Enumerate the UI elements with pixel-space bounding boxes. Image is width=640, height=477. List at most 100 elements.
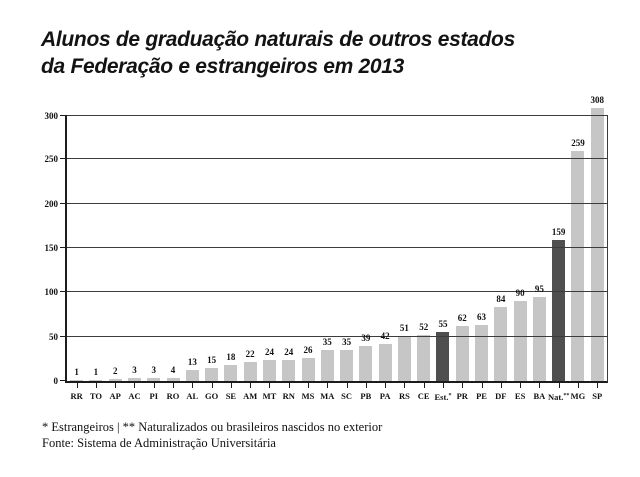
bar-MT: [262, 359, 276, 381]
y-axis-tick: [60, 335, 65, 337]
bar-value-label: 1: [93, 367, 99, 378]
y-tick-label: 0: [53, 376, 59, 386]
y-tick-label: 50: [49, 331, 58, 342]
bar-RO: [166, 377, 180, 381]
bar-RR: [70, 380, 84, 381]
x-axis-tick: [423, 383, 425, 388]
y-axis-tick: [60, 380, 65, 381]
bar-value-label: 35: [322, 337, 332, 347]
bar-value-label: 42: [380, 330, 390, 341]
x-tick-label: ES: [514, 391, 526, 401]
bar-group: 15 GO: [202, 115, 221, 400]
bar-value-label: 24: [264, 346, 274, 357]
x-tick-label: DF: [495, 391, 507, 401]
bar-PI: [147, 378, 161, 381]
x-axis-tick: [597, 383, 599, 388]
x-axis-tick: [153, 383, 155, 388]
bar-group: 2 AP: [106, 115, 125, 401]
bar-group: 22 AM: [241, 115, 260, 401]
bar-value-label: 39: [361, 333, 371, 344]
x-tick-label: AM: [243, 391, 258, 401]
x-axis-tick: [539, 383, 541, 388]
chart-title-line1: Alunos de graduação naturais de outros e…: [41, 28, 515, 51]
bar-PE: [475, 325, 489, 381]
bar-DF: [494, 306, 508, 381]
bar-value-label: 55: [438, 319, 448, 330]
bar-group: 95 BA: [530, 115, 549, 401]
bar-group: 24 MT: [260, 115, 279, 400]
bar-group: 1 RR: [67, 115, 86, 401]
y-tick-label: 150: [44, 243, 59, 253]
x-tick-label: SC: [341, 391, 353, 401]
x-tick-label: MA: [320, 391, 335, 401]
bar-value-label: 2: [112, 366, 118, 377]
x-tick-label: PE: [476, 391, 487, 401]
x-tick-label: SP: [592, 391, 603, 401]
bar-group: 26 MS: [298, 115, 317, 401]
chart-title-line2: da Federação e estrangeiros em 2013: [41, 55, 405, 78]
x-axis-tick: [404, 383, 406, 388]
x-tick-label: PR: [456, 391, 468, 401]
x-axis-tick: [269, 383, 271, 388]
bar-MS: [301, 357, 315, 381]
bar-RS: [397, 335, 411, 381]
x-tick-label: AC: [128, 391, 141, 401]
bar-MA: [320, 350, 334, 381]
x-tick-label: AP: [109, 391, 121, 401]
y-tick-label: 200: [44, 198, 59, 209]
bar-value-label: 22: [245, 348, 255, 359]
x-axis-tick: [346, 383, 348, 388]
bar-value-label: 24: [284, 346, 294, 357]
x-tick-label: BA: [533, 391, 546, 401]
bar-group: 55 Est.*: [433, 115, 452, 402]
bar-value-label: 52: [419, 321, 429, 332]
bar-group: 84 DF: [491, 115, 510, 401]
x-tick-label: PB: [360, 391, 372, 401]
footnote-legend: * Estrangeiros | ** Naturalizados ou bra…: [42, 420, 383, 434]
chart-title: Alunos de graduação naturais de outros e…: [41, 26, 515, 80]
x-tick-label: RR: [70, 391, 83, 401]
y-axis-tick: [60, 247, 65, 248]
bar-value-label: 63: [477, 312, 487, 323]
y-tick-label: 300: [44, 111, 59, 121]
plot-area: 1 RR 1 TO 2 AP 3 AC 3 PI 4 RO 13 AL 15 GO 18 SE 22 AM 24 MT 24…: [45, 95, 608, 402]
bar-value-label: 35: [342, 337, 352, 347]
x-axis-tick: [365, 383, 367, 388]
bar-SE: [224, 365, 238, 381]
x-tick-label: AL: [186, 391, 199, 401]
bar-value-label: 62: [457, 313, 467, 323]
bar-Est.: [436, 332, 450, 381]
y-tick-label: 250: [44, 154, 59, 165]
y-axis-tick: [60, 291, 65, 293]
x-tick-label: SE: [225, 391, 237, 401]
x-axis-tick: [577, 383, 579, 388]
y-tick-label: 100: [44, 287, 59, 298]
bar-group: 308 SP: [588, 95, 607, 400]
bar-value-label: 3: [151, 365, 157, 376]
bar-SP: [590, 107, 604, 381]
bar-group: 18 SE: [221, 115, 240, 401]
bars-layer: 1 RR 1 TO 2 AP 3 AC 3 PI 4 RO 13 AL 15 GO 18 SE 22 AM 24 MT 24…: [67, 95, 607, 402]
x-tick-label: TO: [89, 391, 102, 401]
footnote: * Estrangeiros | ** Naturalizados ou bra…: [42, 419, 382, 451]
y-axis-tick: [60, 158, 65, 160]
x-axis-tick: [230, 383, 232, 388]
bar-group: 62 PR: [453, 115, 472, 401]
x-axis-tick: [520, 383, 522, 388]
bar-SC: [340, 350, 354, 381]
x-axis-tick: [385, 383, 387, 388]
x-axis-tick: [173, 383, 175, 388]
bar-AM: [243, 361, 257, 381]
x-tick-label: RO: [166, 391, 180, 401]
bar-value-label: 51: [399, 322, 409, 333]
x-axis-tick: [327, 383, 329, 388]
bar-value-label: 90: [515, 288, 525, 299]
bar-AP: [108, 379, 122, 381]
x-tick-label: GO: [204, 391, 219, 401]
bar-group: 3 PI: [144, 115, 163, 401]
x-axis-tick: [500, 383, 502, 388]
bar-value-label: 26: [303, 344, 313, 355]
x-tick-label: MS: [301, 391, 315, 401]
bar-GO: [205, 367, 219, 381]
bar-group: 35 MA: [318, 115, 337, 401]
